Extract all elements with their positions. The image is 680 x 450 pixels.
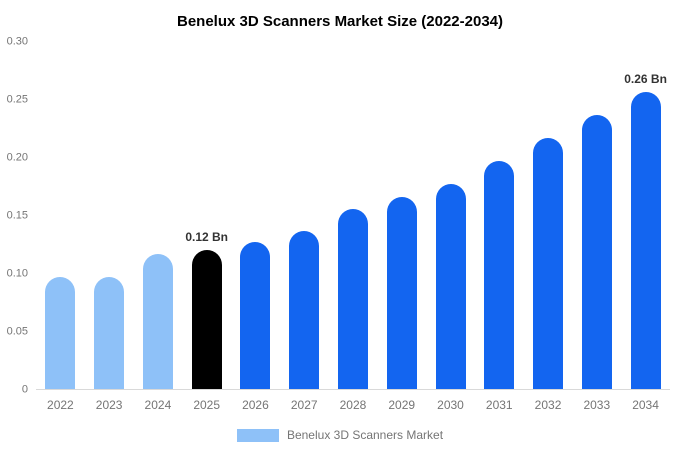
y-tick-label: 0.20 [6, 151, 28, 164]
bar-column: 2030 [426, 42, 475, 412]
x-axis-label: 2034 [632, 398, 659, 412]
x-axis-label: 2029 [388, 398, 416, 412]
bars: 2022 2023 2024 0.12 Bn 2025 2026 2027 2028 2029 2… [36, 42, 670, 412]
y-axis: 0 0.05 0.10 0.15 0.20 0.25 0.30 [0, 36, 32, 395]
x-axis-label: 2022 [47, 398, 74, 412]
bar-2027[interactable] [289, 230, 320, 389]
bar-column: 2028 [329, 42, 378, 412]
x-axis-label: 2027 [290, 398, 318, 412]
x-axis-label: 2033 [583, 398, 611, 412]
x-axis-label: 2024 [144, 398, 172, 412]
bar-column: 2023 [85, 42, 134, 412]
bar-column: 0.12 Bn 2025 [182, 42, 231, 412]
legend-label: Benelux 3D Scanners Market [286, 428, 444, 442]
bar-2026[interactable] [240, 242, 271, 389]
x-axis-label: 2031 [485, 398, 513, 412]
x-axis-label: 2032 [534, 398, 562, 412]
bar-2032[interactable] [533, 138, 564, 389]
bar-column: 2022 [36, 42, 85, 412]
bar-column: 2032 [524, 42, 573, 412]
x-axis-label: 2023 [95, 398, 123, 412]
bar-2023[interactable] [94, 276, 125, 389]
bar-2022[interactable] [45, 276, 76, 389]
y-tick-label: 0 [21, 383, 28, 396]
bar-column: 0.26 Bn 2034 [621, 42, 670, 412]
bar-2034[interactable] [630, 91, 661, 389]
bar-2028[interactable] [337, 208, 368, 389]
bar-2029[interactable] [386, 197, 417, 389]
bar-value-label: 0.26 Bn [624, 71, 667, 86]
x-axis-label: 2026 [242, 398, 269, 412]
x-axis-label: 2025 [193, 398, 221, 412]
bar-column: 2031 [475, 42, 524, 412]
legend: Benelux 3D Scanners Market [0, 428, 680, 442]
bar-2033[interactable] [581, 114, 612, 389]
bar-value-label: 0.12 Bn [185, 230, 229, 245]
bar-2025[interactable] [191, 250, 222, 389]
y-tick-label: 0.25 [6, 93, 28, 106]
legend-swatch [236, 428, 279, 442]
x-axis-label: 2030 [437, 398, 464, 412]
y-tick-label: 0.10 [6, 267, 28, 280]
bar-column: 2029 [377, 42, 426, 412]
y-tick-label: 0.05 [6, 325, 28, 338]
y-tick-label: 0.30 [6, 35, 28, 48]
x-axis-label: 2028 [339, 398, 367, 412]
plot-area: 2022 2023 2024 0.12 Bn 2025 2026 2027 2028 2029 2… [36, 42, 670, 412]
bar-2024[interactable] [142, 253, 173, 389]
bar-2030[interactable] [435, 184, 466, 389]
bar-column: 2033 [572, 42, 621, 412]
bar-column: 2027 [280, 42, 329, 412]
bar-column: 2026 [231, 42, 280, 412]
chart-title: Benelux 3D Scanners Market Size (2022-20… [177, 13, 503, 30]
bar-column: 2024 [134, 42, 183, 412]
y-tick-label: 0.15 [6, 209, 28, 222]
bar-2031[interactable] [484, 161, 515, 389]
